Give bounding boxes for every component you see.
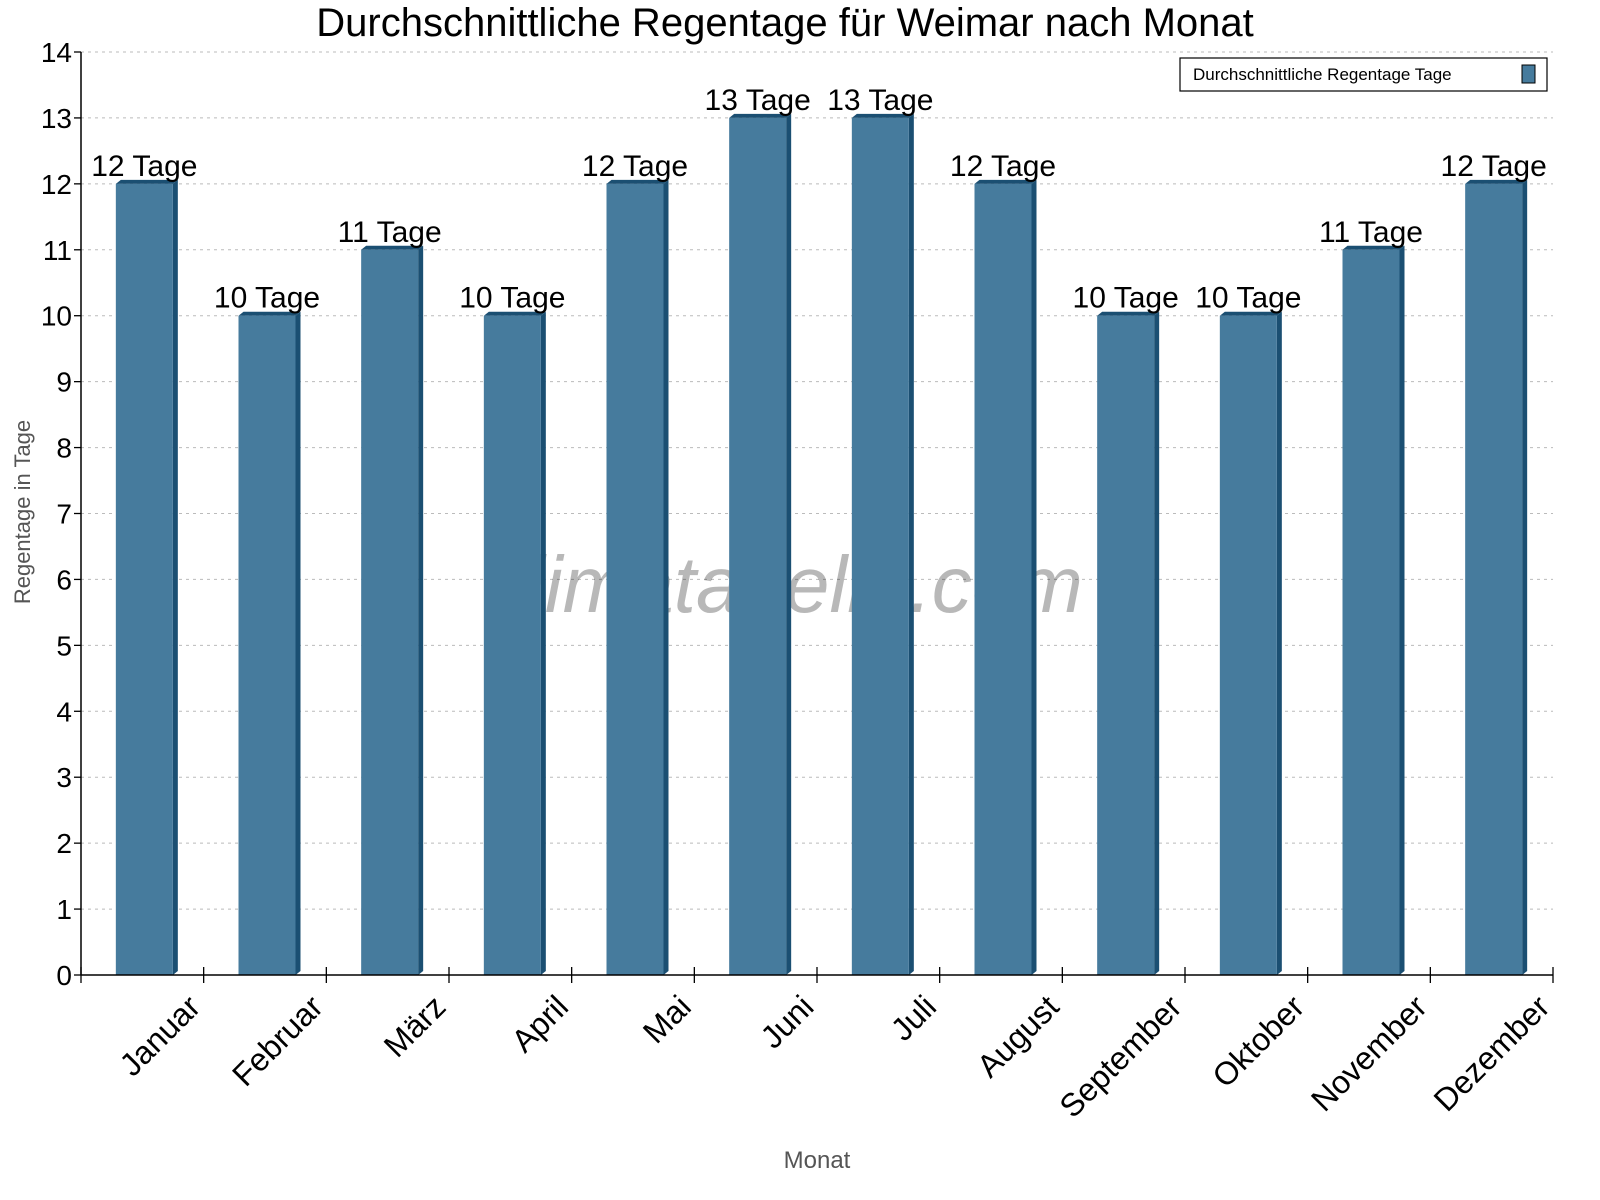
data-label: 12 Tage <box>91 150 197 183</box>
y-tick-label: 14 <box>41 37 72 68</box>
bar <box>851 117 909 975</box>
y-tick-label: 3 <box>56 762 72 793</box>
bar <box>606 183 664 975</box>
x-tick-label: März <box>377 988 453 1064</box>
x-tick-label: August <box>970 988 1066 1084</box>
data-label: 10 Tage <box>1195 282 1301 315</box>
bar-side <box>663 179 669 975</box>
y-tick-label: 4 <box>56 696 72 727</box>
bar-top <box>1342 245 1405 250</box>
bar-top <box>483 311 546 316</box>
y-tick-label: 5 <box>56 630 72 661</box>
x-tick-label: Februar <box>225 988 330 1093</box>
x-tick-label: Juli <box>884 988 943 1047</box>
x-axis-label: Monat <box>784 1147 851 1174</box>
x-tick-label: Januar <box>112 988 207 1083</box>
bar-top <box>851 113 914 118</box>
y-tick-label: 9 <box>56 367 72 398</box>
y-tick-label: 7 <box>56 499 72 530</box>
data-label: 13 Tage <box>705 84 811 117</box>
bar-side <box>172 179 178 975</box>
bar-side <box>1399 245 1405 976</box>
x-tick-label: Juni <box>753 988 820 1055</box>
y-tick-label: 10 <box>41 301 72 332</box>
bar-top <box>238 311 301 316</box>
bar-top <box>1219 311 1282 316</box>
bar-side <box>540 311 546 975</box>
bar <box>115 183 173 975</box>
bar <box>361 249 419 976</box>
bar <box>1342 249 1400 976</box>
bar <box>1465 183 1523 975</box>
y-tick-label: 0 <box>56 960 72 991</box>
bar-top <box>361 245 424 250</box>
data-label: 12 Tage <box>1441 150 1547 183</box>
bar <box>238 315 296 975</box>
bar <box>483 315 541 975</box>
data-label: 13 Tage <box>827 84 933 117</box>
y-tick-label: 12 <box>41 169 72 200</box>
bar-top <box>115 179 178 184</box>
x-tick-label: Dezember <box>1427 988 1557 1118</box>
data-label: 12 Tage <box>950 150 1056 183</box>
y-tick-label: 11 <box>43 235 72 266</box>
y-tick-label: 8 <box>56 433 72 464</box>
data-label: 10 Tage <box>214 282 320 315</box>
bar-side <box>786 113 792 975</box>
y-tick-label: 6 <box>56 564 72 595</box>
bar-side <box>1154 311 1160 975</box>
x-tick-label: November <box>1304 988 1434 1118</box>
bar-top <box>729 113 792 118</box>
legend: Durchschnittliche Regentage Tage <box>1179 57 1548 92</box>
legend-label: Durchschnittliche Regentage Tage <box>1193 65 1452 84</box>
data-label: 11 Tage <box>1319 216 1423 249</box>
legend-swatch <box>1521 64 1536 84</box>
y-tick-label: 2 <box>56 828 72 859</box>
bar-side <box>1276 311 1282 975</box>
x-tick-label: April <box>504 988 575 1059</box>
bar-side <box>1031 179 1037 975</box>
bar-side <box>908 113 914 975</box>
bar <box>974 183 1032 975</box>
data-label: 12 Tage <box>582 150 688 183</box>
x-tick-label: September <box>1052 988 1188 1124</box>
bar-side <box>295 311 301 975</box>
bar-top <box>1097 311 1160 316</box>
y-tick-label: 13 <box>41 103 72 134</box>
bar <box>1219 315 1277 975</box>
x-tick-label: Mai <box>636 988 698 1050</box>
data-label: 10 Tage <box>1073 282 1179 315</box>
bar-side <box>418 245 424 976</box>
bar-side <box>1522 179 1528 975</box>
bar <box>729 117 787 975</box>
data-label: 11 Tage <box>338 216 442 249</box>
y-tick-label: 1 <box>56 894 72 925</box>
bar <box>1097 315 1155 975</box>
gridlines <box>81 51 1553 910</box>
bar-top <box>974 179 1037 184</box>
x-tick-label: Oktober <box>1205 988 1311 1094</box>
chart-title: Durchschnittliche Regentage für Weimar n… <box>316 1 1254 45</box>
y-axis-label: Regentage in Tage <box>10 420 35 604</box>
bar-top <box>1465 179 1528 184</box>
bars: 12 Tage 10 Tage 11 Tage 10 Tage 12 Tage 13 Ta… <box>91 84 1547 976</box>
data-label: 10 Tage <box>459 282 565 315</box>
bar-top <box>606 179 669 184</box>
